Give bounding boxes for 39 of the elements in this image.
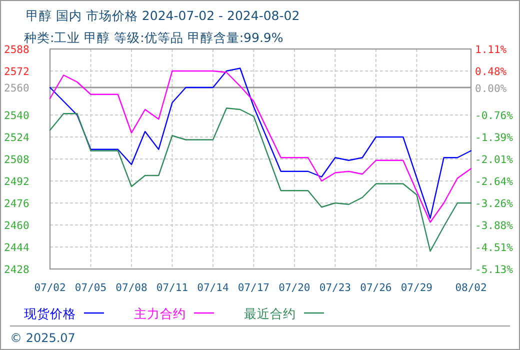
y2-tick-label: -2.64%	[475, 176, 514, 188]
chart-title: 甲醇 国内 市场价格 2024-07-02 - 2024-08-02	[26, 8, 300, 23]
y2-tick-label: -1.39%	[475, 132, 514, 144]
chart-subtitle: 种类:工业 甲醇 等级:优等品 甲醇含量:99.9%	[24, 30, 284, 45]
y2-tick-label: -5.13%	[475, 264, 514, 276]
x-tick-label: 07/14	[197, 282, 229, 294]
y2-tick-label: 0.48%	[475, 66, 508, 78]
legend-label: 最近合约	[244, 306, 296, 321]
y2-tick-label: -4.51%	[475, 242, 514, 254]
y-tick-label: 2476	[4, 198, 30, 210]
y-tick-label: 2460	[4, 220, 30, 232]
y2-tick-label: -3.26%	[475, 198, 514, 210]
legend-label: 主力合约	[134, 306, 186, 321]
x-tick-label: 07/17	[238, 282, 270, 294]
x-tick-label: 07/08	[116, 282, 148, 294]
x-tick-label: 07/20	[278, 282, 310, 294]
x-tick-label: 07/23	[319, 282, 351, 294]
y-tick-label: 2444	[4, 242, 30, 254]
y-tick-label: 2524	[4, 132, 30, 144]
y2-tick-label: 0.00%	[475, 83, 508, 96]
y-tick-label: 2492	[4, 176, 30, 188]
y2-tick-label: -0.76%	[475, 110, 514, 122]
y2-tick-label: -3.88%	[475, 220, 514, 232]
y-tick-label: 2540	[4, 110, 30, 122]
y2-tick-label: -2.01%	[475, 154, 514, 166]
x-tick-label: 07/05	[74, 282, 107, 294]
x-tick-label: 08/02	[455, 282, 487, 294]
y-tick-label: 2588	[4, 44, 30, 56]
text: © 2025.07	[10, 331, 76, 345]
y-tick-label: 2428	[4, 264, 30, 276]
y-tick-label: 2572	[4, 66, 30, 78]
y-tick-label: 2508	[4, 154, 30, 166]
y-tick-label: 2560	[4, 82, 30, 94]
x-tick-label: 07/11	[156, 282, 188, 294]
legend-label: 现货价格	[24, 306, 76, 321]
x-tick-label: 07/02	[34, 282, 66, 294]
y2-tick-label: 1.11%	[475, 44, 508, 56]
x-tick-label: 07/26	[360, 282, 392, 294]
x-tick-label: 07/29	[400, 282, 432, 294]
